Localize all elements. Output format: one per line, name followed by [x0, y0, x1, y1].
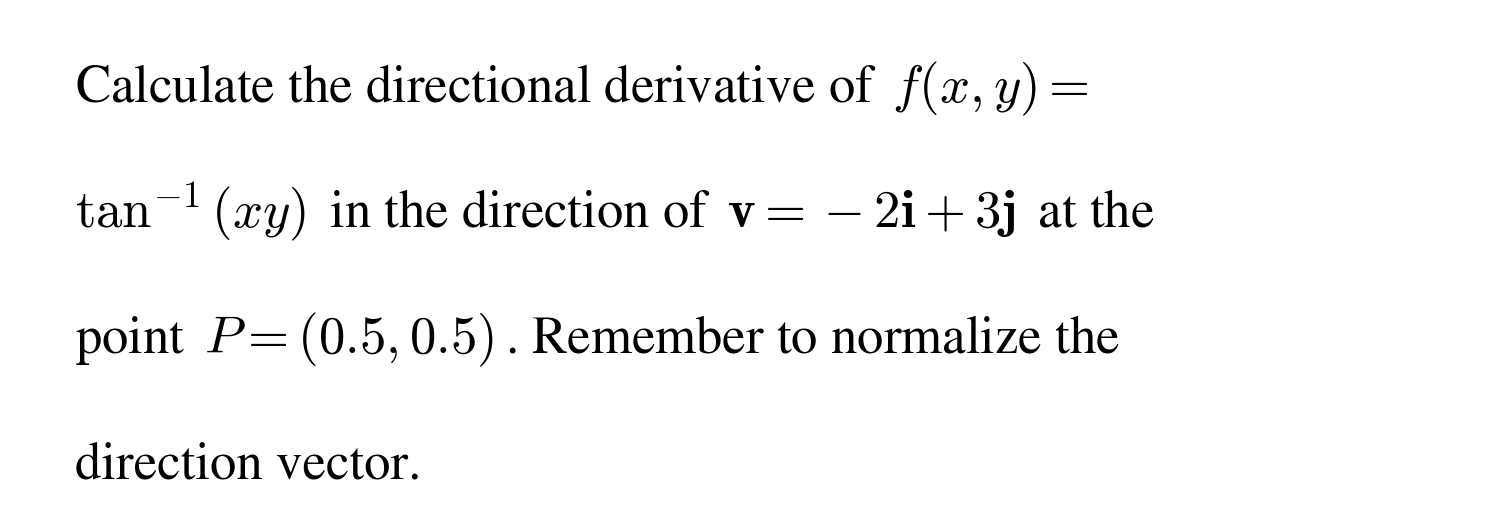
Text: point $\,P = (0.5, 0.5)\,$. Remember to normalize the: point $\,P = (0.5, 0.5)\,$. Remember to … — [75, 311, 1120, 369]
Text: Calculate the directional derivative of $\,f(x,y) = $: Calculate the directional derivative of … — [75, 60, 1089, 118]
Text: $\tan^{-1}(xy)\,$ in the direction of $\,\mathbf{v} = -2\mathbf{i} + 3\mathbf{j}: $\tan^{-1}(xy)\,$ in the direction of $\… — [75, 181, 1155, 244]
Text: direction vector.: direction vector. — [75, 441, 422, 490]
